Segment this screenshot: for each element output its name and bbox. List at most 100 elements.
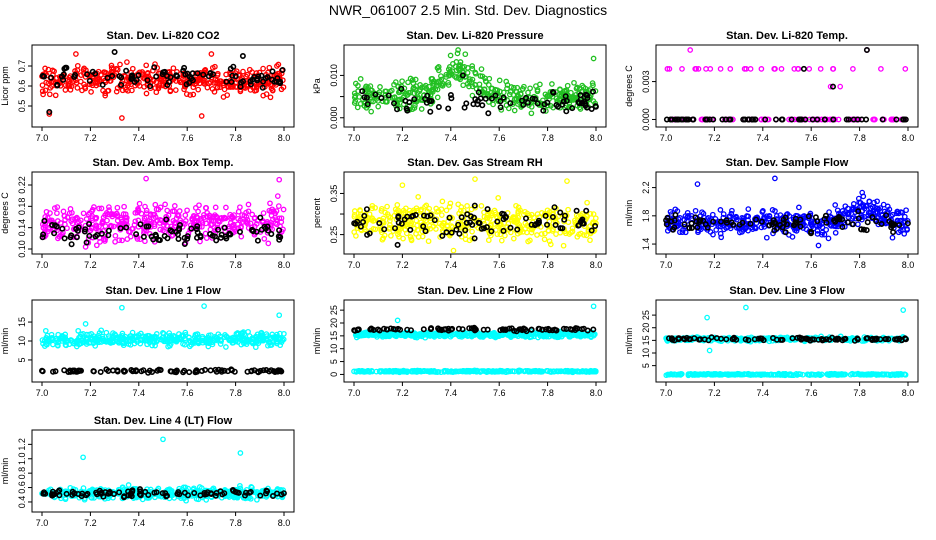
data-point xyxy=(399,78,405,85)
data-point xyxy=(145,69,151,76)
x-tick-label: 7.2 xyxy=(396,133,409,143)
data-point xyxy=(377,84,383,90)
data-point xyxy=(50,227,57,234)
data-point xyxy=(86,77,93,84)
data-point xyxy=(354,326,361,333)
data-point xyxy=(573,85,580,92)
data-point xyxy=(766,212,773,219)
x-tick-label: 7.8 xyxy=(229,260,242,270)
data-point xyxy=(220,94,227,100)
data-point xyxy=(155,366,162,373)
data-point xyxy=(123,224,130,231)
data-point xyxy=(814,231,821,237)
data-point xyxy=(472,96,479,103)
data-point xyxy=(236,334,242,340)
data-point xyxy=(160,334,167,341)
data-point xyxy=(564,82,571,89)
data-point xyxy=(835,371,842,378)
data-point xyxy=(418,106,425,112)
data-point xyxy=(255,73,262,80)
data-point xyxy=(462,51,469,58)
data-point xyxy=(884,203,891,210)
data-point xyxy=(387,214,394,221)
data-point xyxy=(102,92,109,99)
data-point xyxy=(448,223,455,229)
data-point xyxy=(68,83,75,90)
data-point xyxy=(151,223,158,230)
data-point xyxy=(89,82,96,89)
data-point xyxy=(448,229,455,236)
data-point xyxy=(88,89,94,95)
data-point xyxy=(352,98,359,104)
data-point xyxy=(261,235,268,242)
data-point xyxy=(112,232,119,239)
data-point xyxy=(202,205,209,211)
data-point xyxy=(218,231,225,238)
data-point xyxy=(137,340,144,347)
data-point xyxy=(723,219,730,226)
data-point xyxy=(393,368,399,375)
data-point xyxy=(218,368,225,375)
data-point xyxy=(720,211,727,217)
data-point xyxy=(395,231,401,238)
data-point xyxy=(143,207,150,214)
data-point xyxy=(247,81,254,88)
data-point xyxy=(507,224,514,231)
y-tick-label: 0.18 xyxy=(17,198,27,216)
data-point xyxy=(589,88,596,95)
data-point xyxy=(174,73,181,80)
data-point xyxy=(119,87,126,94)
data-point xyxy=(721,226,727,233)
data-point xyxy=(819,337,826,344)
data-point xyxy=(419,368,426,375)
data-point xyxy=(900,307,907,313)
data-point xyxy=(240,68,246,75)
data-point xyxy=(394,241,401,248)
data-point xyxy=(484,90,491,97)
data-point xyxy=(394,202,401,208)
data-point xyxy=(269,87,276,94)
data-point xyxy=(123,217,130,224)
data-point xyxy=(772,208,778,214)
data-point xyxy=(766,222,773,229)
data-point xyxy=(127,233,134,240)
y-tick-label: 5 xyxy=(17,357,27,362)
data-point xyxy=(48,74,55,81)
x-tick-label: 7.6 xyxy=(805,133,818,143)
data-point xyxy=(67,234,74,241)
data-point xyxy=(681,221,688,228)
data-point xyxy=(822,212,829,219)
data-point xyxy=(561,212,568,219)
data-point xyxy=(549,214,556,221)
data-point xyxy=(484,212,491,218)
data-point xyxy=(247,220,254,227)
x-tick-label: 7.4 xyxy=(133,388,146,398)
data-point xyxy=(359,219,366,226)
data-point xyxy=(93,242,100,249)
data-point xyxy=(563,325,570,332)
data-point xyxy=(488,331,495,338)
data-point xyxy=(559,101,566,108)
x-tick-label: 8.0 xyxy=(278,388,291,398)
data-point xyxy=(786,116,792,123)
plot-frame xyxy=(31,429,295,513)
data-point xyxy=(520,86,526,92)
y-tick-label: 25 xyxy=(641,310,651,320)
x-tick-label: 7.8 xyxy=(541,388,554,398)
data-point xyxy=(469,92,476,99)
data-point xyxy=(547,368,554,375)
y-tick-label: 10 xyxy=(641,348,651,358)
x-tick-label: 7.4 xyxy=(757,133,770,143)
data-point xyxy=(413,217,420,224)
data-point xyxy=(235,208,242,215)
data-point xyxy=(904,227,910,233)
data-point xyxy=(452,368,459,375)
data-point xyxy=(227,220,234,226)
data-point xyxy=(778,66,785,72)
data-point xyxy=(826,336,833,343)
data-point xyxy=(268,231,275,238)
data-point xyxy=(390,100,397,107)
data-point xyxy=(394,317,401,324)
data-point xyxy=(901,335,908,342)
